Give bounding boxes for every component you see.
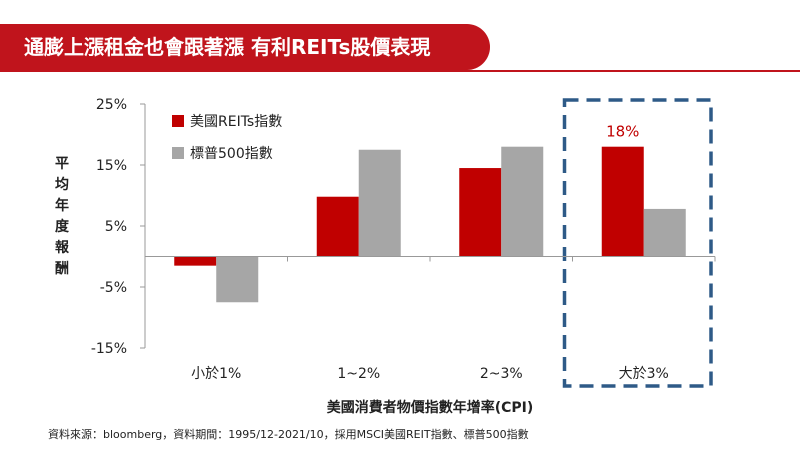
y-axis-label: 平均年度報酬 — [55, 156, 70, 277]
bar-sp500-1 — [358, 149, 401, 257]
y-tick-label: -5% — [100, 280, 127, 296]
title-divider — [0, 70, 800, 72]
bar-chart: 25% 15% 5% -5% -15% 小於1% 1~2% 2~3% 大於3% 美國消費者物價指數… — [55, 97, 716, 416]
x-axis-label: 美國消費者物價指數年增率(CPI) — [327, 399, 534, 416]
x-tick-label: 2~3% — [480, 366, 523, 382]
bar-reits-0 — [174, 256, 217, 266]
y-tick-label: 5% — [105, 219, 127, 235]
legend-swatch-reits — [172, 115, 184, 127]
y-tick-label: -15% — [91, 341, 127, 357]
highlight-box — [562, 98, 713, 388]
source-note: 資料來源：bloomberg，資料期間：1995/12-2021/10，採用MS… — [48, 428, 529, 441]
page-title: 通膨上漲租金也會跟著漲 有利REITs股價表現 — [24, 35, 431, 59]
bar-reits-3 — [601, 146, 644, 257]
bar-reits-1 — [316, 196, 359, 257]
bar-sp500-3 — [643, 208, 686, 257]
legend-label-sp500: 標普500指數 — [190, 146, 273, 162]
bar-reits-2 — [459, 168, 502, 257]
y-tick-label: 15% — [96, 158, 127, 174]
x-tick-label: 小於1% — [191, 366, 241, 382]
bar-sp500-2 — [501, 146, 544, 257]
bar-sp500-0 — [216, 256, 259, 303]
data-label: 18% — [606, 123, 639, 141]
title-banner: 通膨上漲租金也會跟著漲 有利REITs股價表現 — [0, 24, 490, 70]
y-tick-label: 25% — [96, 97, 127, 113]
legend-swatch-sp500 — [172, 147, 184, 159]
x-tick-label: 1~2% — [337, 366, 380, 382]
x-tick-label: 大於3% — [619, 366, 669, 382]
legend-label-reits: 美國REITs指數 — [190, 114, 282, 130]
